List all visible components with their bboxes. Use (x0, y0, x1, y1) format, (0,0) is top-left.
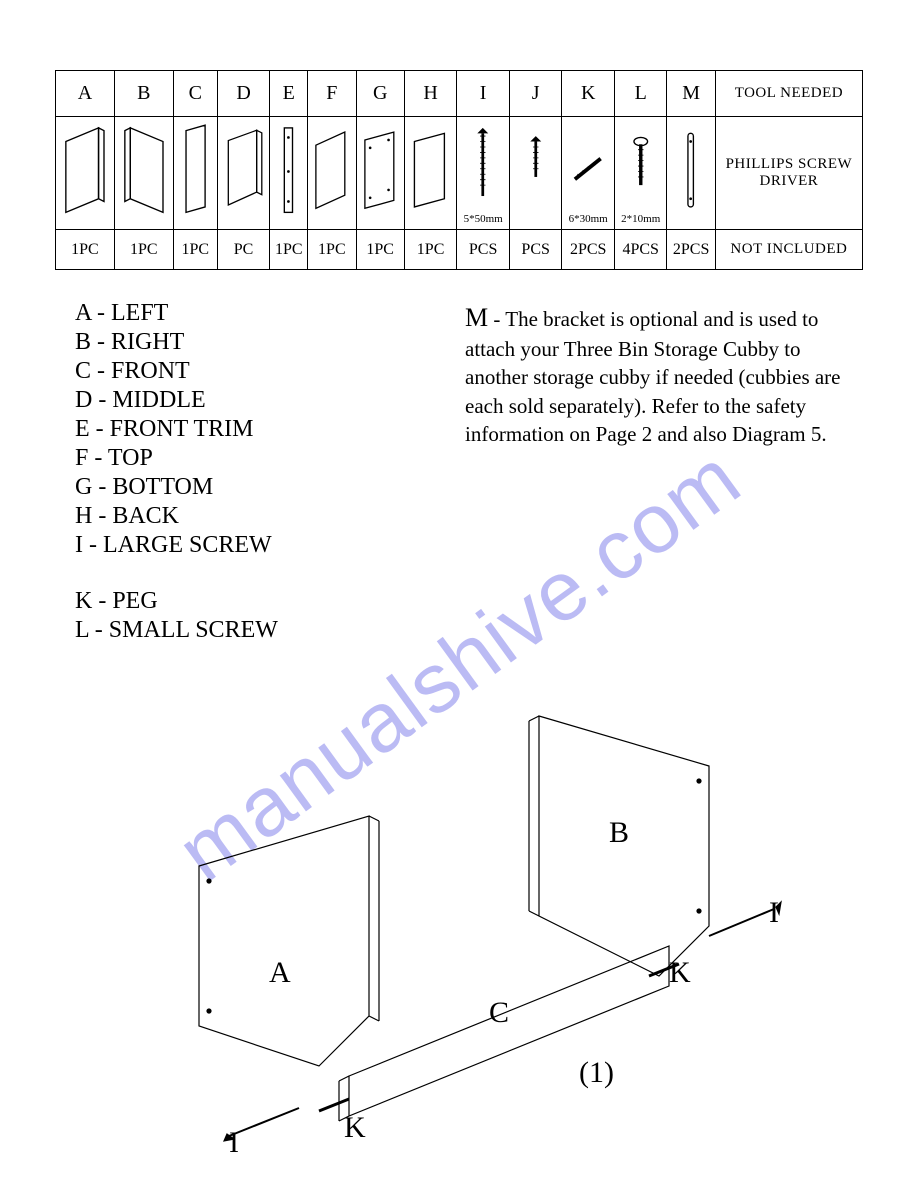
sublabel: 5*50mm (457, 213, 509, 225)
part-img-j (509, 117, 562, 230)
diagram-label-c: C (489, 996, 509, 1030)
legend-right: M - The bracket is optional and is used … (465, 300, 863, 646)
legend-item: E - FRONT TRIM (75, 416, 415, 443)
part-img-a (56, 117, 115, 230)
diagram-label-a: A (269, 956, 291, 990)
part-img-i: 5*50mm (457, 117, 510, 230)
legend-item: I - LARGE SCREW (75, 532, 415, 559)
parts-table-images: 5*50mm 6*30mm 2*10mm PHILLIPS SCREW DRIV… (56, 117, 863, 230)
part-img-m (667, 117, 715, 230)
parts-table-header: A B C D E F G H I J K L M TOOL NEEDED (56, 71, 863, 117)
legend-item: C - FRONT (75, 358, 415, 385)
col-letter: F (308, 71, 356, 117)
qty: 2PCS (667, 230, 715, 270)
legend-m-letter: M (465, 303, 488, 332)
qty: 1PC (114, 230, 173, 270)
part-img-c (173, 117, 217, 230)
legend-item: G - BOTTOM (75, 474, 415, 501)
legend-item: A - LEFT (75, 300, 415, 327)
legend-item: D - MIDDLE (75, 387, 415, 414)
diagram-label-i: I (769, 896, 779, 930)
tool-name: PHILLIPS SCREW DRIVER (715, 117, 862, 230)
col-letter: H (404, 71, 457, 117)
assembly-diagram: A B C I I K K (1) (109, 656, 809, 1156)
tool-note: NOT INCLUDED (715, 230, 862, 270)
qty: 1PC (404, 230, 457, 270)
col-letter: C (173, 71, 217, 117)
qty: PC (217, 230, 270, 270)
qty: 1PC (173, 230, 217, 270)
qty: 1PC (56, 230, 115, 270)
col-letter: L (614, 71, 667, 117)
part-img-e (270, 117, 308, 230)
qty: 2PCS (562, 230, 615, 270)
part-img-l: 2*10mm (614, 117, 667, 230)
diagram-label-k: K (344, 1111, 366, 1145)
legend-item: L - SMALL SCREW (75, 617, 415, 644)
tool-header: TOOL NEEDED (715, 71, 862, 117)
part-img-d (217, 117, 270, 230)
col-letter: I (457, 71, 510, 117)
legend-item: K - PEG (75, 588, 415, 615)
part-img-b (114, 117, 173, 230)
sublabel: 2*10mm (615, 213, 667, 225)
qty: 4PCS (614, 230, 667, 270)
legend-left: A - LEFT B - RIGHT C - FRONT D - MIDDLE … (75, 300, 415, 646)
col-letter: B (114, 71, 173, 117)
legend-item: F - TOP (75, 445, 415, 472)
col-letter: D (217, 71, 270, 117)
part-img-k: 6*30mm (562, 117, 615, 230)
col-letter: E (270, 71, 308, 117)
col-letter: M (667, 71, 715, 117)
col-letter: J (509, 71, 562, 117)
diagram-label-i: I (229, 1126, 239, 1160)
qty: PCS (457, 230, 510, 270)
part-img-g (356, 117, 404, 230)
parts-table: A B C D E F G H I J K L M TOOL NEEDED (55, 70, 863, 270)
qty: 1PC (356, 230, 404, 270)
diagram-step: (1) (579, 1056, 614, 1090)
qty: PCS (509, 230, 562, 270)
diagram-label-b: B (609, 816, 629, 850)
col-letter: K (562, 71, 615, 117)
part-img-h (404, 117, 457, 230)
legend-item: B - RIGHT (75, 329, 415, 356)
legend-m-text: - The bracket is optional and is used to… (465, 307, 841, 446)
parts-legend: A - LEFT B - RIGHT C - FRONT D - MIDDLE … (55, 300, 863, 646)
qty: 1PC (308, 230, 356, 270)
col-letter: A (56, 71, 115, 117)
part-img-f (308, 117, 356, 230)
diagram-svg (109, 656, 809, 1156)
qty: 1PC (270, 230, 308, 270)
parts-table-qty: 1PC 1PC 1PC PC 1PC 1PC 1PC 1PC PCS PCS 2… (56, 230, 863, 270)
sublabel: 6*30mm (562, 213, 614, 225)
diagram-label-k: K (669, 956, 691, 990)
col-letter: G (356, 71, 404, 117)
legend-item: H - BACK (75, 503, 415, 530)
